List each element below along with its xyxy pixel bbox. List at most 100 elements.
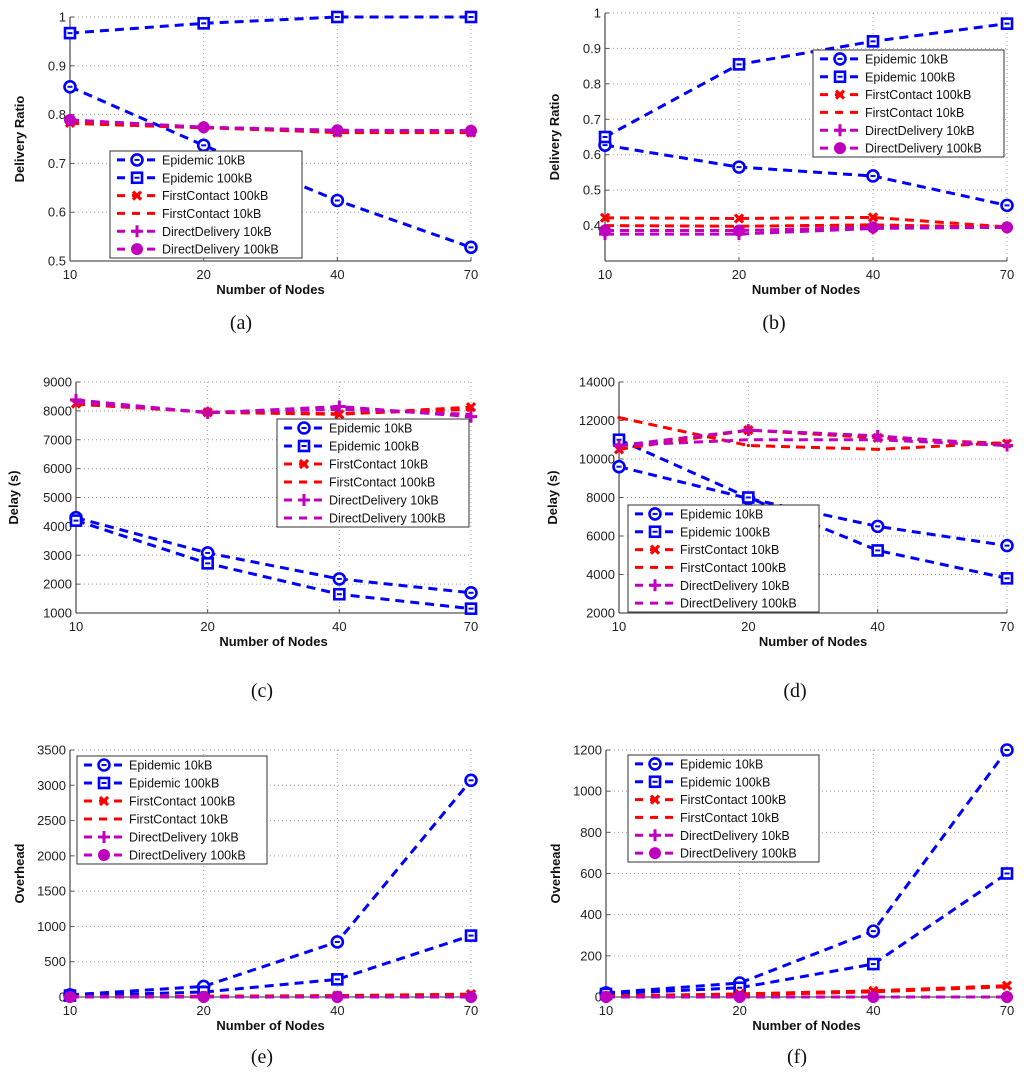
legend-marker [302,480,306,484]
legend-marker [834,124,846,137]
legend-item: Epidemic 10kB [820,52,948,66]
legend-label: FirstContact 100kB [329,476,435,490]
legend-label: Epidemic 10kB [680,507,763,521]
legend-item: Epidemic 100kB [284,440,419,454]
legend-item: DirectDelivery 10kB [820,124,975,138]
y-tick-label: 2500 [37,813,66,828]
x-tick-label: 70 [464,1003,478,1018]
data-point [1001,991,1013,1003]
y-tick-label: 6000 [586,529,615,544]
data-point [599,224,611,237]
x-tick-label: 40 [330,267,344,282]
series-directdelivery-100kb [64,991,477,1003]
y-tick-label: 0.7 [48,156,66,171]
series-line [605,225,1007,233]
legend-item: Epidemic 100kB [820,70,955,84]
y-tick-label: 5000 [43,490,72,505]
y-tick-label: 1 [59,10,66,25]
series-line [618,428,1008,448]
data-point [600,991,612,1003]
x-tick-label: 70 [1000,619,1014,634]
legend-item: FirstContact 100kB [635,793,786,807]
legend-label: Epidemic 100kB [865,70,955,84]
legend-label: DirectDelivery 100kB [680,847,797,861]
legend-item: Epidemic 10kB [84,758,212,773]
legend: Epidemic 10kB Epidemic 100kB FirstContact … [627,754,820,863]
data-point [331,991,344,1003]
y-tick-label: 1200 [573,743,602,758]
legend-item: DirectDelivery 100kB [284,512,446,526]
series-line [69,15,471,35]
y-tick-label: 4000 [586,567,615,582]
legend-label: Epidemic 10kB [865,52,948,66]
x-tick-label: 20 [196,267,210,282]
grid [70,749,472,997]
series-line [69,779,473,997]
series-directdelivery-100kb [75,400,472,416]
data-point [469,407,473,412]
legend-marker [102,817,106,821]
legend-label: FirstContact 100kB [680,561,786,575]
legend-box [627,754,820,863]
x-tick-label: 70 [1000,1003,1014,1018]
legend-marker [98,795,110,807]
legend: Epidemic 10kB Epidemic 100kB FirstContact … [76,755,268,865]
chart-c: 1000 2000 3000 4000 5000 6000 7000 8000 9000 10 20… [6,375,478,703]
chart-e: 0 500 1000 1500 2000 2500 3000 3500 10 20 40 70 Numb… [12,743,478,1069]
legend-marker [131,190,143,201]
legend-item: DirectDelivery 100kB [820,142,982,156]
y-tick-label: 0.8 [583,76,601,91]
panel-label: (a) [230,312,252,334]
x-tick-label: 20 [741,619,755,634]
legend-marker [98,849,110,861]
y-tick-label: 0.4 [583,218,601,233]
series-line [604,223,1008,229]
series-line [604,215,1008,229]
legend: Epidemic 10kB Epidemic 100kB FirstContact … [627,504,820,613]
data-point [64,113,76,126]
x-tick-label: 10 [63,267,77,282]
legend-item: DirectDelivery 10kB [117,225,272,239]
y-tick-label: 4000 [43,519,72,534]
y-tick-label: 0.9 [583,41,601,56]
y-tick-label: 0.6 [48,205,66,220]
series-line [69,934,472,998]
data-point [867,221,879,234]
legend-marker [649,847,661,860]
data-point [733,991,746,1003]
series-epidemic-100kb [69,514,478,615]
legend-item: DirectDelivery 10kB [284,494,439,508]
legend-label: DirectDelivery 100kB [129,849,246,863]
legend-label: Epidemic 100kB [680,525,770,539]
series-firstcontact-100kb [599,212,1013,233]
data-point [465,124,477,137]
legend-item: DirectDelivery 10kB [84,831,239,845]
y-tick-label: 7000 [43,432,72,447]
legend-label: FirstContact 10kB [129,813,228,827]
legend-label: DirectDelivery 100kB [865,142,982,156]
legend-marker [838,110,842,115]
legend-marker [649,829,661,842]
legend-label: Epidemic 100kB [129,777,219,791]
legend-item: FirstContact 10kB [635,543,779,557]
y-tick-label: 12000 [579,413,615,428]
y-tick-label: 200 [580,948,602,963]
chart-b: 0.4 0.5 0.6 0.7 0.8 0.9 1 10 20 40 70 Number of Nod… [547,6,1014,335]
legend-label: DirectDelivery 10kB [680,829,790,843]
data-point [867,991,880,1003]
data-point [617,416,621,420]
y-tick-label: 1000 [43,606,72,621]
x-tick-label: 40 [866,1003,880,1018]
panel-label: (b) [762,312,785,334]
legend-box [812,49,1005,158]
legend-marker [653,815,657,820]
legend-label: Epidemic 10kB [680,757,763,771]
panel-label: (c) [251,680,273,702]
legend-item: DirectDelivery 10kB [635,829,790,843]
series-line [604,143,1008,207]
chart-f: 0 200 400 600 800 1000 1200 10 20 40 70 Number of N… [548,743,1014,1069]
legend-label: FirstContact 100kB [129,795,235,809]
y-tick-label: 1000 [37,919,66,934]
legend-label: DirectDelivery 10kB [162,225,272,239]
y-tick-label: 9000 [43,375,72,390]
